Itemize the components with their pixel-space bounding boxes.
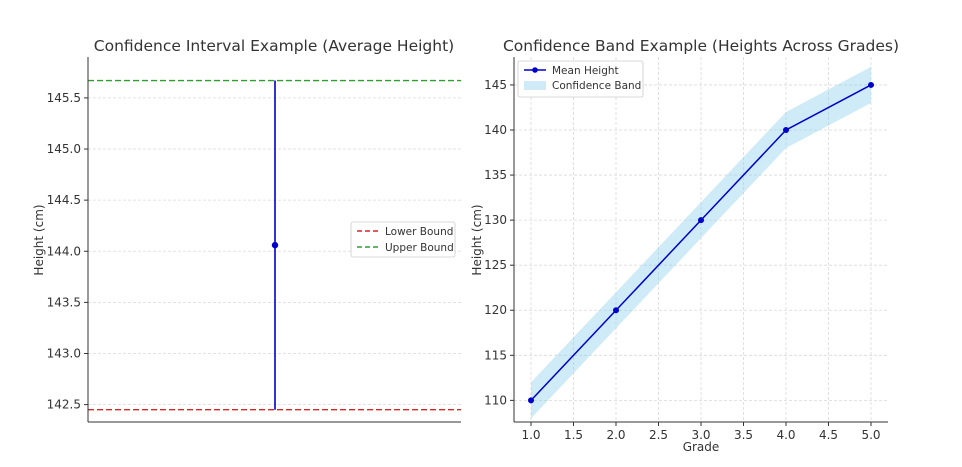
left-legend: Lower Bound Upper Bound	[350, 221, 456, 258]
left-y-tick-label: 144.0	[47, 244, 81, 258]
mean-height-marker	[868, 81, 874, 88]
mean-height-point	[271, 241, 279, 249]
right-x-tick-label: 1.0	[521, 428, 540, 442]
confidence-band-area	[531, 66, 871, 419]
right-chart-title: Confidence Band Example (Heights Across …	[503, 37, 899, 55]
right-x-tick-label: 1.5	[564, 428, 583, 442]
right-y-tick-label: 110	[484, 393, 507, 407]
right-y-ticks: 110 115 120 125 130 135 140 145	[484, 78, 514, 407]
left-y-axis-label: Height (cm)	[32, 204, 46, 275]
left-chart-title: Confidence Interval Example (Average Hei…	[94, 37, 454, 55]
right-x-tick-label: 3.5	[734, 428, 753, 442]
mean-height-marker	[698, 217, 704, 224]
mean-height-marker	[528, 397, 534, 404]
right-x-tick-label: 4.0	[776, 428, 795, 442]
right-x-tick-label: 3.0	[691, 428, 710, 442]
lower-bound-legend-label: Lower Bound	[385, 226, 453, 238]
right-y-axis-label: Height (cm)	[470, 204, 484, 275]
right-x-tick-label: 2.0	[606, 428, 625, 442]
left-chart: Confidence Interval Example (Average Hei…	[32, 37, 461, 423]
left-y-tick-label: 142.5	[47, 398, 81, 412]
mean-height-marker	[783, 127, 789, 133]
upper-bound-legend-label: Upper Bound	[385, 242, 454, 254]
right-y-tick-label: 140	[484, 123, 507, 137]
left-y-tick-label: 145.0	[47, 142, 81, 156]
right-gridlines	[514, 57, 888, 422]
right-axes-frame	[513, 57, 888, 423]
right-x-tick-label: 5.0	[861, 428, 880, 442]
right-x-tick-label: 4.5	[819, 428, 838, 442]
right-y-tick-label: 145	[484, 78, 507, 92]
right-legend-box	[517, 60, 644, 98]
right-y-tick-label: 115	[484, 348, 507, 362]
right-x-tick-label: 2.5	[649, 428, 668, 442]
right-y-tick-label: 135	[484, 168, 507, 182]
right-x-ticks: 1.0 1.5 2.0 2.5 3.0 3.5 4.0 4.5 5.0	[521, 422, 881, 442]
right-chart: Confidence Band Example (Heights Across …	[470, 37, 899, 454]
right-y-tick-label: 130	[484, 213, 507, 227]
left-y-tick-label: 143.5	[47, 295, 81, 309]
mean-height-legend-label: Mean Height	[552, 65, 619, 77]
confidence-band-legend-swatch	[524, 81, 546, 90]
mean-height-marker	[613, 307, 619, 314]
left-y-tick-label: 145.5	[47, 91, 81, 105]
right-y-tick-label: 120	[484, 303, 507, 317]
right-y-tick-label: 125	[484, 258, 507, 272]
left-y-tick-label: 144.5	[47, 193, 81, 207]
right-legend: Mean Height Confidence Band	[517, 60, 644, 98]
left-y-ticks: 142.5 143.0 143.5 144.0 144.5 145.0 145.5	[47, 91, 88, 412]
confidence-band-legend-label: Confidence Band	[552, 80, 641, 92]
right-x-axis-label: Grade	[683, 440, 720, 454]
left-axes-frame	[87, 57, 461, 423]
mean-height-legend-marker	[532, 67, 538, 73]
left-y-tick-label: 143.0	[47, 346, 81, 360]
mean-height-points	[528, 81, 874, 404]
